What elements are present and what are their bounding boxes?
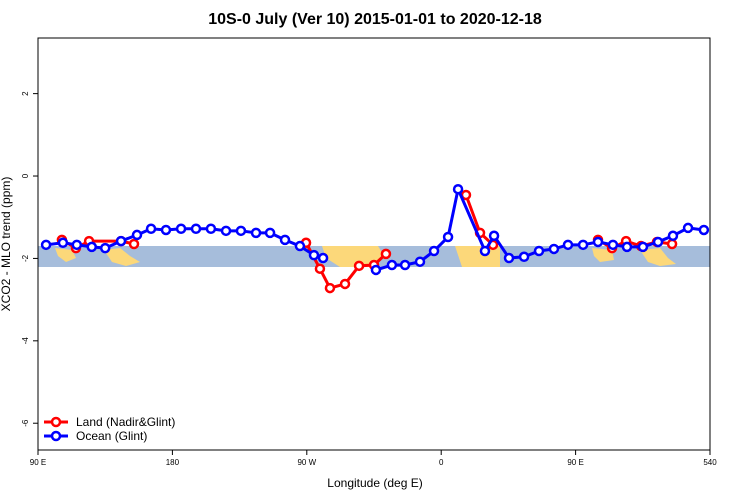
point xyxy=(235,225,247,237)
point xyxy=(682,222,694,234)
land-patch xyxy=(104,248,140,266)
y-axis-label: XCO2 - MLO trend (ppm) xyxy=(0,177,13,312)
point xyxy=(160,224,172,236)
point xyxy=(488,230,500,242)
point xyxy=(317,252,329,264)
point xyxy=(250,227,262,239)
point xyxy=(533,245,545,257)
legend-label: Land (Nadir&Glint) xyxy=(76,415,175,429)
point xyxy=(353,260,365,272)
point xyxy=(607,239,619,251)
point xyxy=(40,239,52,251)
point xyxy=(666,238,678,250)
legend-marker xyxy=(50,416,62,428)
point xyxy=(399,259,411,271)
point xyxy=(86,241,98,253)
x-tick-label: 540 xyxy=(703,458,717,467)
point xyxy=(637,241,649,253)
point xyxy=(205,223,217,235)
point xyxy=(518,251,530,263)
point xyxy=(652,236,664,248)
legend-label: Ocean (Glint) xyxy=(76,429,147,443)
point xyxy=(71,239,83,251)
point xyxy=(503,252,515,264)
land-patch xyxy=(55,248,76,262)
point xyxy=(452,183,464,195)
point xyxy=(386,259,398,271)
point xyxy=(220,225,232,237)
x-tick-label: 180 xyxy=(166,458,180,467)
y-tick-label: -2 xyxy=(21,254,30,262)
point xyxy=(667,230,679,242)
x-tick-label: 90 E xyxy=(567,458,583,467)
point xyxy=(621,241,633,253)
point xyxy=(294,240,306,252)
point xyxy=(548,243,560,255)
point xyxy=(428,245,440,257)
point xyxy=(175,223,187,235)
point xyxy=(562,239,574,251)
plot-frame xyxy=(37,37,711,451)
y-tick-label: -6 xyxy=(21,419,30,427)
point xyxy=(308,249,320,261)
point xyxy=(380,248,392,260)
legend-marker xyxy=(50,430,62,442)
y-tick-label: -4 xyxy=(21,337,30,345)
point xyxy=(577,239,589,251)
land-patch xyxy=(322,246,384,267)
point xyxy=(128,238,140,250)
point xyxy=(370,264,382,276)
point xyxy=(324,282,336,294)
point xyxy=(99,242,111,254)
x-tick-label: 90 E xyxy=(30,458,46,467)
land-patch xyxy=(640,248,676,266)
point xyxy=(442,231,454,243)
point xyxy=(414,256,426,267)
point xyxy=(339,278,351,290)
y-tick-label: 2 xyxy=(21,91,30,96)
point xyxy=(264,227,276,239)
point xyxy=(145,223,157,235)
x-axis-label: Longitude (deg E) xyxy=(327,476,422,490)
point xyxy=(190,223,202,235)
point xyxy=(131,229,143,241)
point xyxy=(698,224,710,236)
point xyxy=(279,234,291,246)
point xyxy=(479,245,491,257)
y-tick-label: 0 xyxy=(21,173,30,178)
point xyxy=(314,263,326,274)
chart-title: 10S-0 July (Ver 10) 2015-01-01 to 2020-1… xyxy=(208,11,542,28)
point xyxy=(57,237,69,249)
x-tick-label: 0 xyxy=(439,458,444,467)
x-tick-label: 90 W xyxy=(297,458,316,467)
point xyxy=(592,236,604,248)
point xyxy=(115,235,127,247)
